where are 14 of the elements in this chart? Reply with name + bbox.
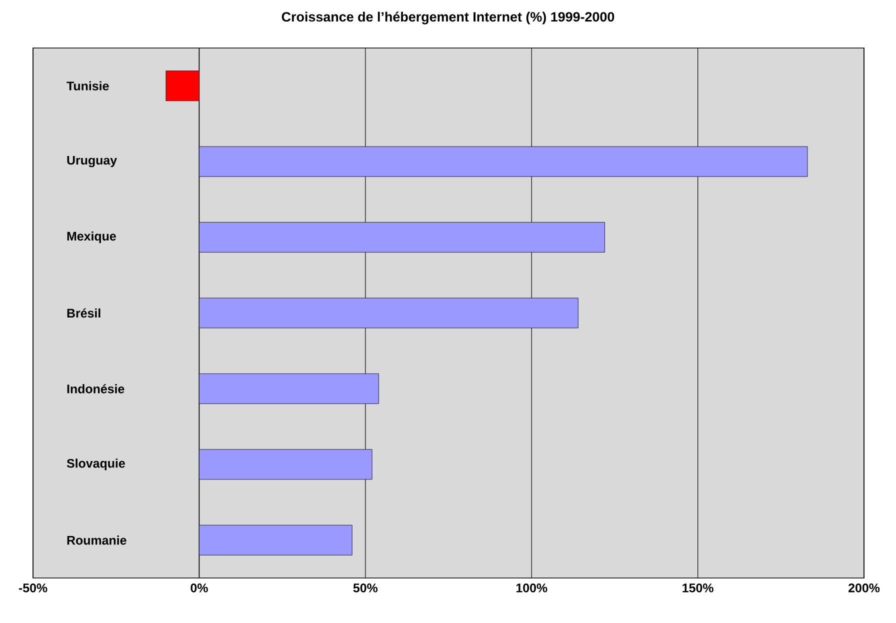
x-tick-label: 200%	[848, 584, 880, 592]
x-tick-label: 100%	[516, 584, 548, 592]
x-tick-label: -50%	[18, 584, 48, 592]
y-tick-label: Roumanie	[67, 536, 126, 545]
y-tick-label: Brésil	[67, 308, 100, 318]
y-tick-label: Mexique	[67, 231, 116, 244]
y-tick-label: Uruguay	[67, 156, 117, 168]
x-tick-label: 150%	[682, 584, 714, 592]
x-tick-label: 50%	[353, 584, 378, 592]
y-tick-label: Tunisie	[66, 81, 109, 90]
y-tick-label: Slovaquie	[66, 458, 125, 470]
y-tick-label: Indonésie	[67, 384, 124, 394]
chart-title: Croissance de l’hébergement Internet (%) 1999-2000	[282, 12, 614, 24]
x-tick-label: 0%	[190, 584, 208, 592]
